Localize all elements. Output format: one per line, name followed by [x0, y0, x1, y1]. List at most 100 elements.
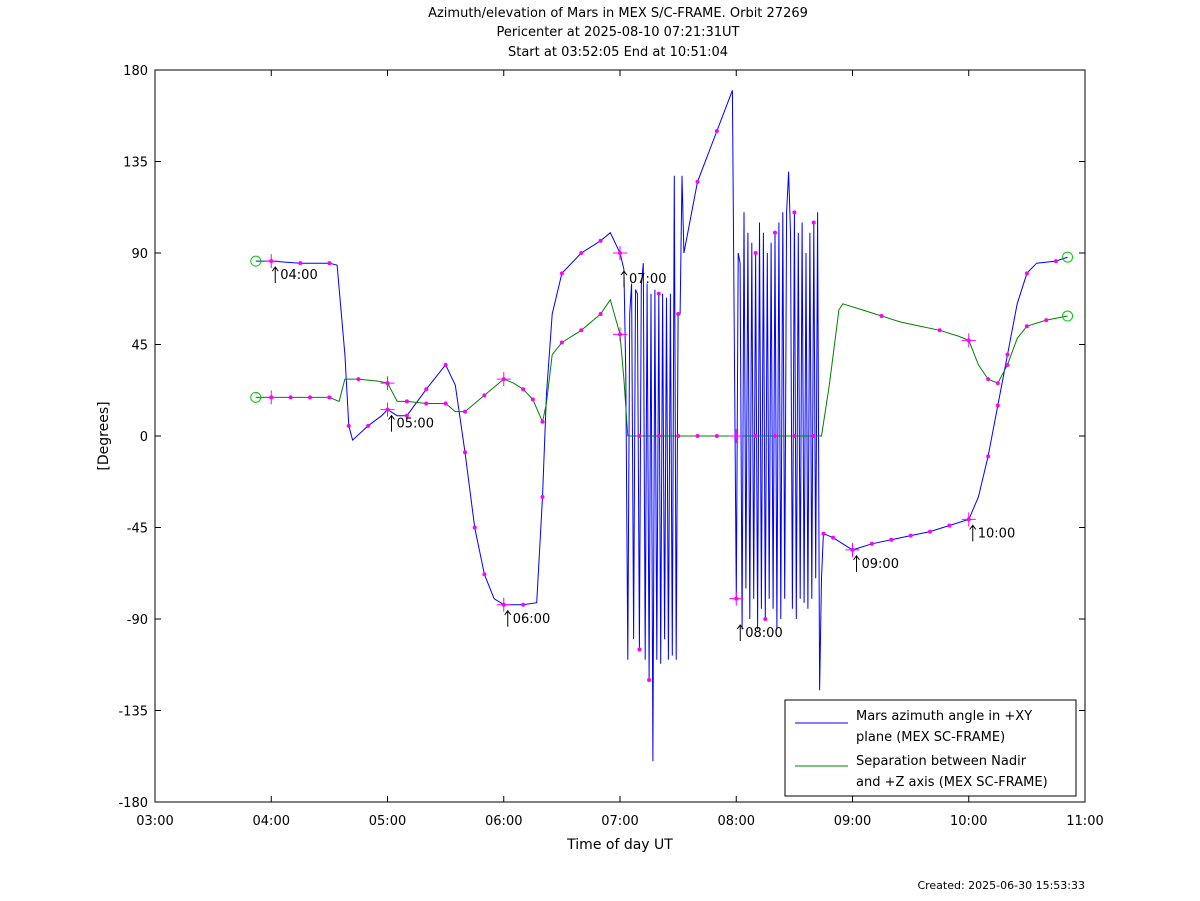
time-label: 06:00 [513, 612, 550, 627]
y-axis-label: [Degrees] [96, 401, 112, 470]
time-label-arrow [620, 270, 628, 288]
data-point [540, 419, 545, 424]
time-label: 09:00 [862, 557, 899, 572]
marker-layer [250, 129, 1074, 682]
chart-title: Azimuth/elevation of Mars in MEX S/C-FRA… [428, 6, 808, 60]
time-label: 04:00 [280, 268, 317, 283]
x-tick-label: 09:00 [834, 814, 871, 829]
data-point [995, 403, 1000, 408]
hour-marker [961, 333, 976, 348]
x-tick-label: 08:00 [718, 814, 755, 829]
time-label-arrow [504, 609, 512, 627]
data-point [908, 533, 913, 538]
y-tick-label: -180 [118, 796, 148, 811]
x-tick-label: 11:00 [1066, 814, 1103, 829]
time-label-arrow [853, 555, 860, 572]
y-tick-label: 90 [131, 247, 148, 262]
data-point [821, 531, 826, 536]
hour-marker [380, 402, 395, 417]
data-point [443, 401, 448, 406]
data-point [521, 387, 526, 392]
data-point [366, 423, 371, 428]
data-point [986, 454, 991, 459]
time-label: 10:00 [978, 526, 1015, 541]
legend: Mars azimuth angle in +XY plane (MEX SC-… [784, 699, 1077, 797]
data-point [763, 617, 768, 621]
series-line-separation [255, 298, 1068, 437]
y-tick-label: 180 [123, 64, 148, 79]
hour-marker [845, 542, 860, 557]
data-point [579, 328, 584, 333]
data-point [753, 251, 758, 255]
data-point [308, 395, 312, 400]
y-tick-label: -45 [127, 522, 148, 537]
time-label: 05:00 [397, 417, 434, 432]
hour-marker [729, 591, 744, 606]
y-axis: 180 135 90 45 0 -45 -90 -135 -180 [118, 64, 1085, 811]
data-point [579, 251, 584, 255]
x-tick-label: 04:00 [253, 814, 290, 829]
data-point [288, 395, 293, 400]
data-point [1005, 362, 1010, 367]
title-line-1: Azimuth/elevation of Mars in MEX S/C-FRA… [428, 6, 808, 21]
data-point [792, 210, 797, 215]
legend-box [784, 699, 1077, 797]
data-point [482, 572, 487, 577]
data-point [986, 377, 991, 382]
data-point [773, 230, 777, 235]
data-point [656, 434, 661, 438]
time-label-arrow [736, 624, 744, 641]
hour-marker [380, 376, 395, 391]
time-label: 07:00 [629, 272, 666, 287]
data-point [1005, 352, 1010, 357]
data-point [482, 393, 487, 398]
data-point [559, 271, 564, 276]
hour-marker [264, 254, 279, 269]
data-point [598, 312, 603, 316]
data-point [753, 434, 758, 438]
x-axis-label: Time of day UT [566, 837, 673, 853]
data-point [598, 238, 603, 243]
time-label-arrow [271, 266, 279, 284]
data-point [869, 541, 874, 546]
data-point [995, 381, 1000, 386]
data-point [811, 434, 816, 438]
y-tick-label: 135 [123, 156, 148, 171]
data-point [947, 523, 952, 528]
x-axis: 03:00 04:00 05:00 06:00 07:00 08:00 09:00 10:00… [136, 70, 1104, 829]
data-point [811, 220, 816, 225]
start-marker [250, 391, 262, 403]
x-tick-label: 06:00 [485, 814, 522, 829]
data-point [327, 395, 332, 400]
data-point [424, 387, 429, 392]
legend-label-separation-line-1: Separation between Nadir [856, 754, 1027, 769]
data-point [559, 340, 564, 345]
data-point [879, 314, 884, 319]
y-tick-label: -135 [118, 705, 148, 720]
time-label: 08:00 [745, 626, 782, 641]
data-point [521, 602, 526, 607]
data-point [937, 328, 942, 333]
data-point [463, 450, 467, 455]
hour-marker [729, 429, 744, 443]
data-point [540, 495, 545, 499]
hour-marker [264, 390, 279, 405]
x-tick-label: 03:00 [136, 814, 173, 829]
data-point [424, 401, 429, 406]
data-point [714, 434, 719, 438]
time-labels: 04:00 05:00 06:00 07:00 08:00 09:00 10:00 [271, 266, 1015, 641]
legend-label-azimuth-line-1: Mars azimuth angle in +XY [856, 709, 1032, 724]
data-point [1044, 318, 1049, 323]
title-line-3: Start at 03:52:05 End at 10:51:04 [508, 45, 728, 60]
hour-marker [613, 246, 627, 260]
y-tick-label: -90 [127, 613, 148, 628]
title-line-2: Pericenter at 2025-08-10 07:21:31UT [496, 25, 739, 40]
start-marker [250, 255, 262, 267]
data-point [773, 434, 777, 438]
hour-marker [961, 512, 976, 527]
data-point [472, 525, 477, 530]
data-point [637, 647, 642, 652]
data-point [1053, 259, 1058, 264]
data-point [356, 377, 361, 382]
time-label-arrow [969, 524, 977, 542]
